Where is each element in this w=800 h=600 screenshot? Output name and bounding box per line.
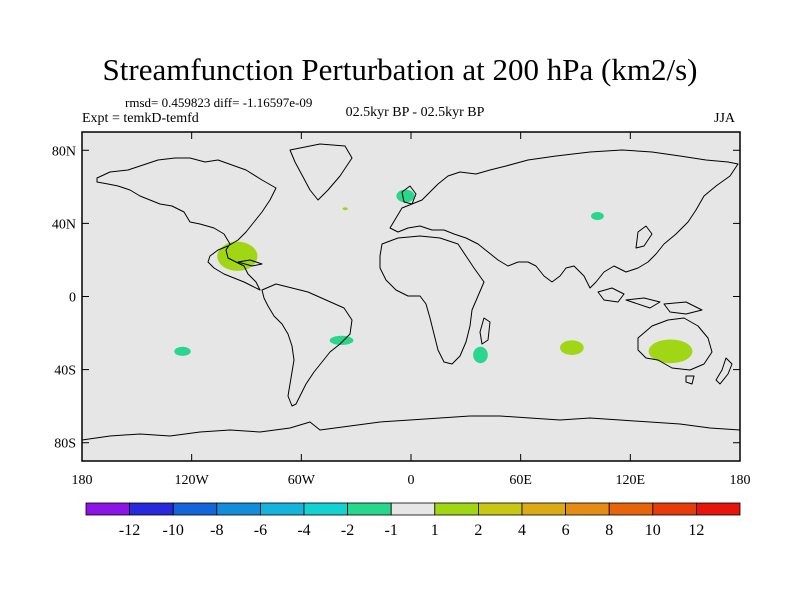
colorbar-label: 10: [645, 522, 661, 539]
coast-cuba: [237, 259, 263, 267]
anomaly-caribbean: [217, 241, 258, 271]
coastlines: [82, 143, 740, 441]
coast-madagascar: [479, 317, 491, 345]
colorbar-box: [259, 502, 305, 516]
anomaly-north-atlantic: [342, 207, 348, 211]
coast-new-guinea: [663, 301, 703, 315]
colorbar-box: [434, 502, 479, 516]
colorbar-label: 1: [431, 522, 439, 539]
colorbar-label: -4: [297, 522, 310, 539]
x-tick-label: 0: [408, 473, 415, 488]
colorbar-label: -12: [119, 522, 140, 539]
colorbar-label: 4: [518, 522, 526, 539]
period-label: 02.5kyr BP - 02.5kyr BP: [345, 105, 485, 120]
colorbar-box: [652, 502, 697, 516]
rmsd-diff-stats: rmsd= 0.459823 diff= -1.16597e-09: [125, 95, 313, 110]
anomaly-south-pacific: [174, 346, 191, 356]
colorbar-box: [347, 502, 392, 516]
colorbar-label: -2: [341, 522, 354, 539]
coast-tasmania: [685, 375, 695, 385]
x-tick-label: 120E: [616, 473, 646, 488]
coast-new-zealand: [715, 357, 733, 385]
axis-ticks: 180 120W 60W 0 60E 120E 180 80N 40N 0 40S 80S: [52, 132, 751, 488]
y-tick-label: 0: [69, 291, 76, 306]
colorbar-box: [565, 502, 610, 516]
map-title: Streamfunction Perturbation at 200 hPa (…: [102, 52, 698, 87]
coast-indonesia: [597, 287, 661, 309]
colorbar-box: [216, 502, 261, 516]
coast-north-america: [96, 157, 277, 291]
anomaly-mongolia: [591, 212, 604, 221]
x-tick-label: 120W: [175, 473, 210, 488]
coast-south-america: [261, 283, 353, 407]
y-tick-label: 80S: [54, 437, 76, 452]
colorbar-box: [390, 502, 436, 516]
colorbar-box: [477, 502, 523, 516]
colorbar-label: -8: [210, 522, 223, 539]
colorbar-label: -6: [254, 522, 267, 539]
colorbar-label: 8: [605, 522, 613, 539]
colorbar-label: -1: [385, 522, 398, 539]
coast-japan: [635, 225, 653, 249]
x-tick-label: 180: [72, 473, 93, 488]
y-tick-label: 80N: [52, 144, 76, 159]
coast-british-isles: [401, 185, 417, 205]
anomaly-australia: [648, 339, 693, 364]
anomaly-south-atlantic: [329, 335, 354, 345]
coast-eurasia: [389, 149, 739, 289]
experiment-label: Expt = temkD-temfd: [82, 111, 199, 126]
colorbar-box: [85, 502, 130, 516]
anomaly-layer: [174, 189, 693, 364]
coast-africa: [379, 235, 485, 365]
y-tick-label: 40N: [52, 217, 76, 232]
coast-greenland: [289, 143, 353, 201]
colorbar-label: 12: [688, 522, 704, 539]
colorbar-box: [608, 502, 654, 516]
colorbar-box: [696, 502, 741, 516]
colorbar-label: 6: [562, 522, 570, 539]
colorbar-label: -10: [163, 522, 184, 539]
colorbar-box: [521, 502, 566, 516]
colorbar-box: [172, 502, 218, 516]
x-tick-label: 60E: [509, 473, 532, 488]
season-label: JJA: [714, 111, 736, 126]
anomaly-indian-ocean: [559, 340, 584, 355]
colorbar-box: [303, 502, 348, 516]
colorbar: -12 -10 -8 -6 -4 -2 -1 1 2 4 6 8 10 12: [85, 502, 741, 539]
x-tick-label: 180: [730, 473, 751, 488]
x-tick-label: 60W: [288, 473, 316, 488]
anomaly-north-sea: [396, 189, 415, 203]
colorbar-box: [129, 502, 174, 516]
coast-antarctica: [82, 415, 740, 441]
anomaly-south-africa: [473, 346, 488, 364]
coast-australia: [637, 317, 713, 371]
colorbar-label: 2: [474, 522, 482, 539]
y-tick-label: 40S: [54, 364, 76, 379]
